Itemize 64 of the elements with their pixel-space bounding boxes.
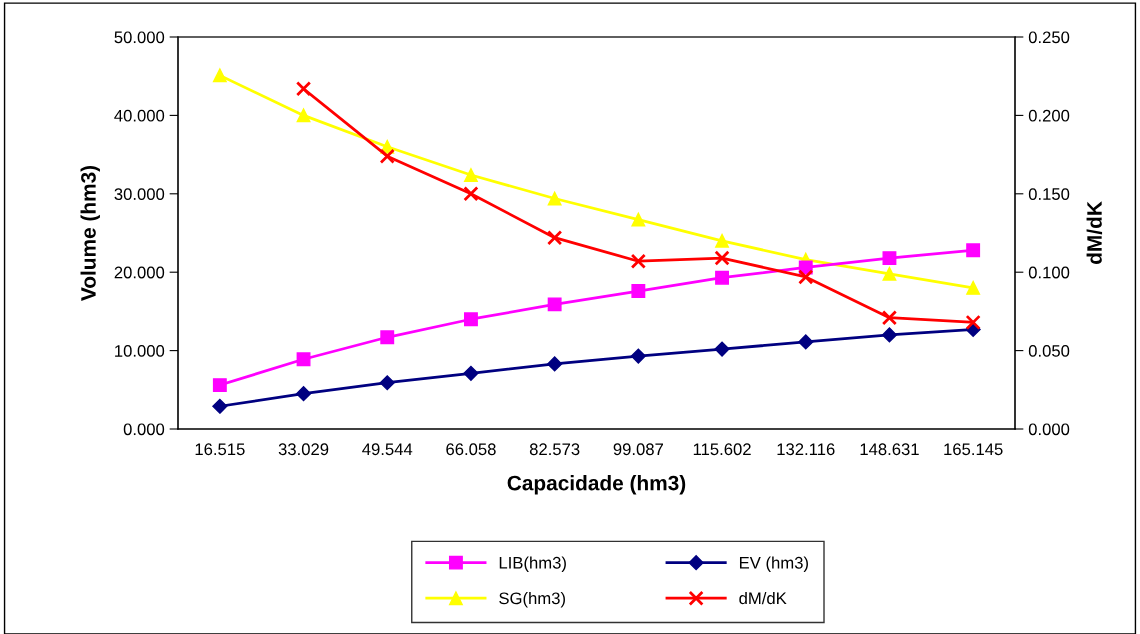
y2-tick-label: 0.250 — [1028, 31, 1070, 44]
legend-label: dM/dK — [739, 591, 787, 605]
point — [464, 312, 478, 327]
point — [295, 386, 312, 402]
point — [296, 108, 311, 123]
x-tick-label: 165.145 — [944, 443, 1003, 456]
point — [379, 375, 395, 391]
point — [630, 348, 646, 364]
point — [547, 297, 562, 312]
x-tick-label: 148.631 — [860, 443, 919, 456]
x-tick-label: 99.087 — [613, 443, 663, 456]
y2-tick-label: 0.050 — [1028, 345, 1070, 357]
point — [714, 250, 730, 266]
x-tick-label: 49.544 — [362, 443, 413, 456]
y-tick-label: 30.000 — [114, 188, 165, 200]
point — [464, 168, 478, 182]
point — [212, 398, 228, 414]
y2-tick-label: 0.150 — [1028, 188, 1070, 200]
y2-tick-label: 0.100 — [1028, 266, 1070, 279]
point — [547, 356, 563, 372]
y-axis-title: Volume (hm3) — [80, 165, 100, 301]
point — [881, 327, 898, 343]
x-tick-label: 132.116 — [777, 443, 835, 456]
point — [798, 334, 814, 350]
legend-label: SG(hm3) — [499, 591, 565, 608]
x-tick-label: 33.029 — [278, 443, 329, 456]
point — [715, 233, 729, 248]
y-tick-label: 10.000 — [115, 345, 165, 357]
legend-label: LIB(hm3) — [499, 556, 566, 572]
y-tick-label: 0.000 — [123, 423, 165, 436]
point — [379, 148, 395, 164]
point — [295, 81, 312, 97]
point — [631, 284, 646, 298]
x-tick-label: 115.602 — [693, 443, 751, 456]
x-tick-label: 16.515 — [195, 443, 245, 456]
point — [966, 243, 981, 258]
point — [296, 352, 311, 367]
point — [547, 230, 563, 246]
point — [380, 330, 395, 345]
y-tick-label: 20.000 — [114, 266, 165, 279]
y2-axis-title: dM/dK — [1086, 201, 1103, 264]
y-tick-label: 40.000 — [114, 109, 165, 122]
legend-label: EV (hm3) — [739, 556, 808, 572]
point — [882, 266, 897, 281]
point — [881, 310, 898, 326]
point — [715, 270, 729, 285]
point — [798, 269, 814, 285]
point — [714, 341, 730, 357]
y2-tick-label: 0.200 — [1028, 109, 1070, 122]
point — [463, 186, 479, 202]
point — [631, 212, 646, 227]
point — [882, 251, 897, 266]
x-axis-title: Capacidade (hm3) — [507, 475, 686, 495]
point — [463, 365, 479, 381]
point — [966, 280, 981, 295]
y-tick-label: 50.000 — [114, 31, 165, 44]
point — [212, 68, 227, 83]
point — [212, 378, 227, 393]
y2-tick-label: 0.000 — [1028, 423, 1070, 436]
point — [630, 253, 646, 269]
x-tick-label: 66.058 — [446, 443, 496, 456]
point — [547, 191, 562, 206]
point — [965, 314, 981, 331]
x-tick-label: 82.573 — [529, 443, 580, 456]
